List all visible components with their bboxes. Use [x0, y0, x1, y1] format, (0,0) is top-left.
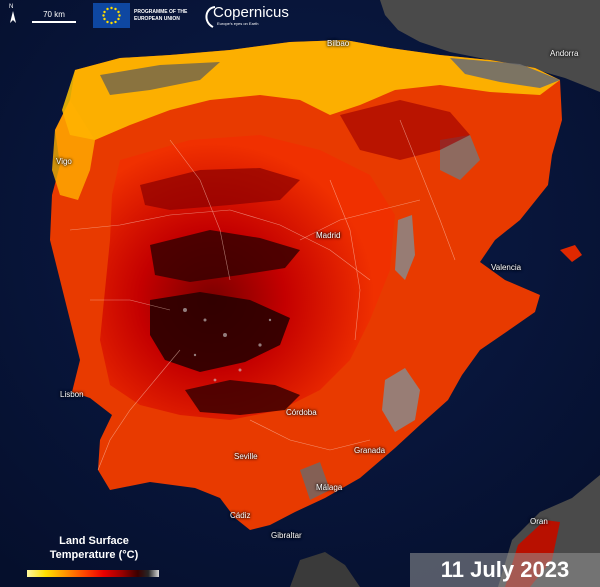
- city-label-cordoba: Córdoba: [286, 408, 317, 417]
- scale-bar: 70 km: [32, 10, 76, 23]
- balearic-island: [560, 245, 582, 262]
- eu-flag-icon: [93, 3, 130, 28]
- city-label-valencia: Valencia: [491, 263, 522, 272]
- legend-color-ramp: [27, 570, 159, 577]
- malaga-gray: [300, 462, 330, 500]
- cantabrian-mountains: [100, 62, 220, 95]
- city-label-andorra: Andorra: [550, 49, 579, 58]
- eu-programme-badge: PROGRAMME OF THE EUROPEAN UNION: [93, 3, 198, 28]
- province-borders: [69, 119, 456, 471]
- copernicus-logo: Copernicus Europe's eyes on Earth: [201, 4, 289, 30]
- city-label-seville: Seville: [234, 452, 258, 461]
- guadalquivir-extreme: [185, 380, 300, 415]
- north-letter: N: [9, 4, 14, 10]
- city-label-malaga: Málaga: [316, 483, 343, 492]
- sierra-nevada-gray: [382, 368, 420, 432]
- pyrenees-mountains: [450, 58, 560, 88]
- north-africa-landmass: [290, 552, 360, 587]
- eu-programme-label: PROGRAMME OF THE EUROPEAN UNION: [134, 9, 188, 22]
- cloud-speckles: [183, 308, 272, 382]
- city-label-gibraltar: Gibraltar: [271, 531, 302, 540]
- copernicus-tagline: Europe's eyes on Earth: [217, 21, 259, 26]
- iberian-range-gray: [440, 135, 480, 180]
- teruel-gray: [395, 215, 415, 280]
- france-landmass: [380, 0, 600, 92]
- galicia-cooler-zone: [52, 100, 95, 200]
- north-arrow-icon: [10, 11, 16, 23]
- city-label-bilbao: Bilbao: [327, 39, 350, 48]
- duero-hot: [140, 168, 300, 210]
- city-label-lisbon: Lisbon: [60, 390, 84, 399]
- copernicus-swoosh-icon: [205, 6, 216, 28]
- scale-label: 70 km: [43, 10, 65, 19]
- city-label-madrid: Madrid: [316, 231, 341, 240]
- date-label: 11 July 2023: [440, 557, 570, 582]
- city-label-vigo: Vigo: [56, 157, 72, 166]
- legend-title: Land Surface Temperature (°C): [49, 535, 139, 561]
- date-box: 11 July 2023: [410, 553, 600, 587]
- city-label-cadiz: Cádiz: [230, 511, 251, 520]
- city-label-granada: Granada: [354, 446, 386, 455]
- ebro-hot: [340, 100, 470, 160]
- copernicus-name: Copernicus: [213, 4, 289, 21]
- city-label-oran: Oran: [530, 517, 548, 526]
- temperature-legend: Land Surface Temperature (°C): [24, 534, 162, 580]
- scale-line: [32, 21, 76, 23]
